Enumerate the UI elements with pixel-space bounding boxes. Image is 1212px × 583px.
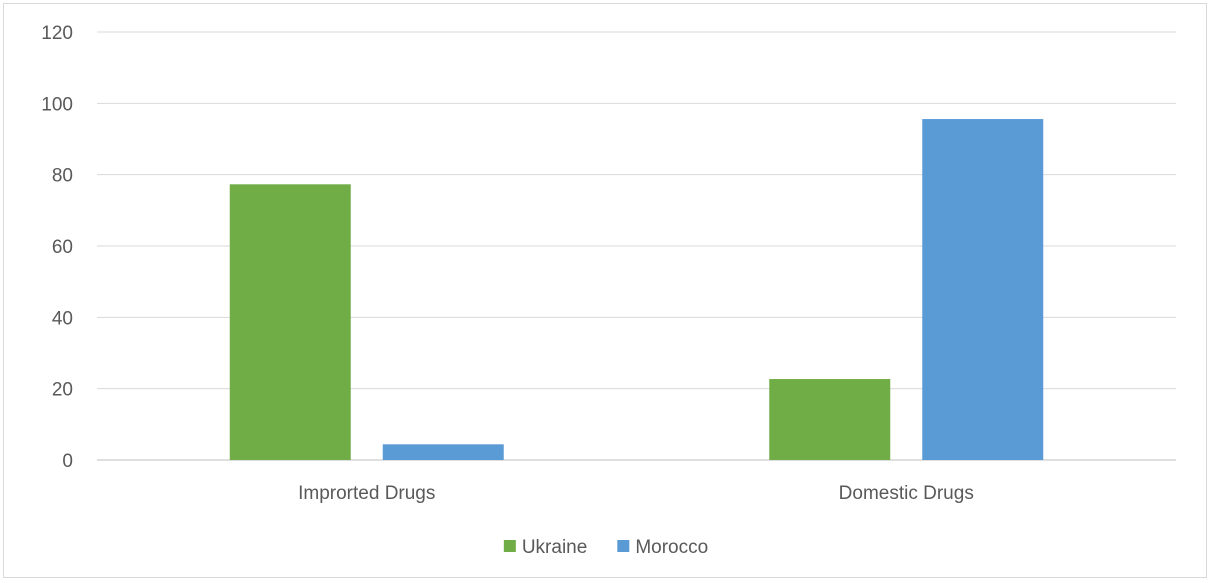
legend-swatch-ukraine bbox=[503, 540, 516, 552]
legend-swatch-morocco bbox=[617, 540, 630, 552]
legend-label-morocco: Morocco bbox=[635, 537, 708, 558]
y-axis-tick-labels: 0 20 40 60 80 100 120 bbox=[41, 23, 73, 472]
bar-ukraine-1 bbox=[229, 184, 351, 460]
bar-ukraine-2 bbox=[769, 379, 891, 460]
x-category-label: Domestic Drugs bbox=[839, 483, 974, 504]
bar-morocco-2 bbox=[922, 119, 1044, 460]
x-category-label: Improrted Drugs bbox=[298, 483, 435, 504]
y-tick-label: 0 bbox=[62, 451, 73, 472]
y-tick-label: 40 bbox=[52, 308, 73, 329]
y-tick-label: 100 bbox=[41, 94, 73, 115]
bar-morocco-1 bbox=[382, 444, 504, 460]
y-tick-label: 60 bbox=[52, 237, 73, 258]
legend-label-ukraine: Ukraine bbox=[522, 537, 587, 558]
bars bbox=[229, 119, 1044, 460]
y-tick-label: 20 bbox=[52, 380, 73, 401]
legend: Ukraine Morocco bbox=[503, 537, 708, 558]
y-tick-label: 80 bbox=[52, 166, 73, 187]
x-axis-category-labels: Improrted Drugs Domestic Drugs bbox=[298, 483, 974, 504]
y-tick-label: 120 bbox=[41, 23, 73, 44]
